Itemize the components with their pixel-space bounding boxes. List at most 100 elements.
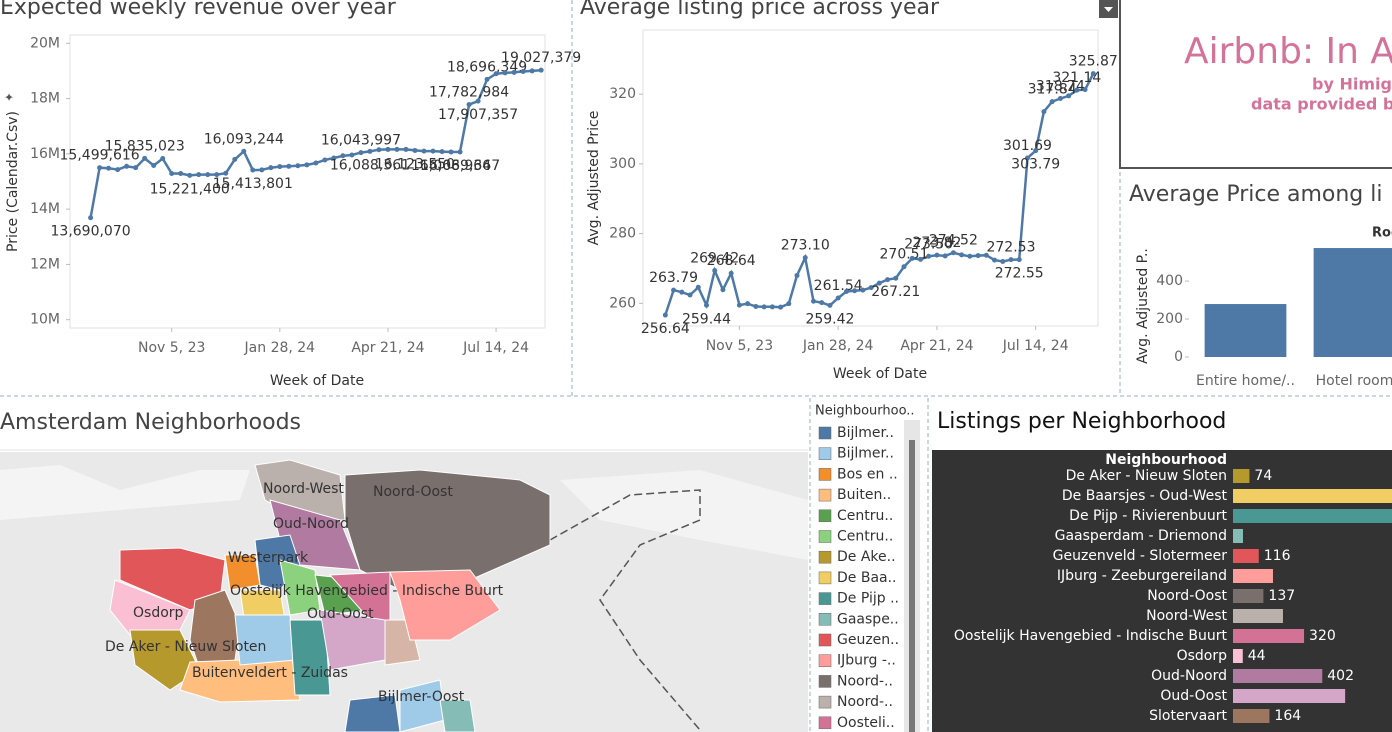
point [1008,257,1014,263]
region [439,699,476,732]
column-header: Roo [1372,226,1392,241]
x-tick-label: Nov 5, 23 [706,338,773,354]
point [511,69,517,75]
map-label: Oud-Noord [273,516,349,532]
point [745,301,751,307]
map: Amsterdam Neighborhoods Noord-West Noord-… [0,410,808,732]
y-tick-label: De Pijp - Rivierenbuurt [1069,508,1227,524]
point [1066,93,1072,99]
x-tick-label: Jul 14, 24 [462,340,529,356]
point [695,284,701,290]
data-label: 18,696,349 [447,59,527,75]
point [448,149,454,155]
data-label: 16,088,361 [330,157,410,173]
data-label: 261.54 [814,278,863,294]
data-label: 13,690,070 [51,224,131,240]
point [250,167,256,173]
x-axis-label: Week of Date [270,373,364,389]
bar [1233,569,1273,583]
data-label: 273.10 [781,238,830,254]
legend-label: De Ake.. [837,549,896,565]
point [349,152,355,158]
y-tick-label: Osdorp [1177,648,1228,664]
point [358,150,364,156]
legend-label: De Baa.. [837,570,897,586]
data-label: 19,027,379 [501,50,581,66]
point [671,287,677,293]
point [529,68,535,74]
legend-label: Geuzen.. [837,632,899,648]
legend-label: Buiten.. [837,487,891,503]
data-label: 273.50 [904,236,953,252]
point [124,163,130,169]
region [344,694,401,732]
data-label: 303.79 [1011,157,1060,173]
map-label: Osdorp [133,605,184,621]
legend-label: De Pijp .. [837,591,899,607]
map-label: Westerpark [228,550,309,566]
data-label: 272.55 [995,266,1044,282]
legend-swatch [818,488,832,502]
water [0,465,250,520]
point [712,267,718,273]
data-label: 256.64 [641,321,690,337]
y-tick-label: 14M [30,201,60,217]
point [259,167,265,173]
data-label: 320 [1309,628,1336,644]
legend-label: IJburg -.. [837,653,896,669]
region [289,619,331,696]
y-tick-label: Geuzenveld - Slotermeer [1053,548,1228,564]
legend-swatch [818,509,832,523]
y-tick-label: Oud-Oost [1160,688,1227,704]
point [992,257,998,263]
point [827,302,833,308]
dashboard-title: Airbnb: In Ar [1184,31,1392,72]
point [151,162,157,168]
point [412,147,418,153]
legend-label: Bos en .. [837,466,898,482]
data-label: 15,221,400 [150,181,230,197]
point [778,304,784,310]
scroll-thumb[interactable] [909,440,915,732]
point [502,70,508,76]
point [394,146,400,152]
point [679,289,685,295]
data-label: 270.51 [880,247,929,263]
point [926,253,932,259]
legend-label: Bijlmer.. [837,425,894,441]
map-label: Bijlmer-Oost [378,689,465,705]
point [430,148,436,154]
point [959,252,965,258]
point [97,165,103,171]
point [286,163,292,169]
point [421,148,427,154]
point [466,102,472,108]
legend-label: Bijlmer.. [837,446,894,462]
point [1074,87,1080,93]
point [860,287,866,293]
legend-swatch [818,613,832,626]
legend-label: Noord-.. [837,694,893,710]
y-tick-label: Gaasperdam - Driemond [1055,528,1227,544]
bar [1233,529,1243,543]
point [475,98,481,104]
point [794,272,800,278]
data-label: 17,907,357 [438,107,518,123]
point [736,302,742,308]
data-label: 301.69 [1003,138,1052,154]
toolbar-button[interactable] [1099,0,1118,18]
legend-swatch [818,633,832,647]
y-tick-label: 280 [609,226,636,242]
point [367,148,373,154]
data-label: 15,499,616 [60,148,140,164]
point [835,295,841,301]
point [205,172,211,178]
point [115,167,121,173]
x-tick-label: Hotel room [1316,373,1392,389]
y-tick-label: 0 [1174,349,1183,365]
legend-title: Neighbourhoo.. [815,404,915,419]
data-label: 259.44 [682,311,731,327]
title-panel [1119,0,1392,169]
data-label: 74 [1254,468,1272,484]
data-label: 274.52 [929,233,978,249]
